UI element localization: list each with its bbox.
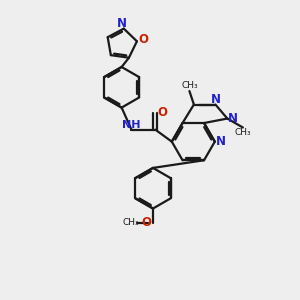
Text: N: N [228,112,238,125]
Text: O: O [157,106,167,119]
Text: N: N [117,17,127,30]
Text: CH₃: CH₃ [123,218,139,227]
Text: CH₃: CH₃ [235,128,251,137]
Text: O: O [141,216,152,230]
Text: O: O [139,33,148,46]
Text: N: N [210,93,220,106]
Text: N: N [216,134,226,148]
Text: CH₃: CH₃ [181,82,198,91]
Text: NH: NH [122,120,141,130]
